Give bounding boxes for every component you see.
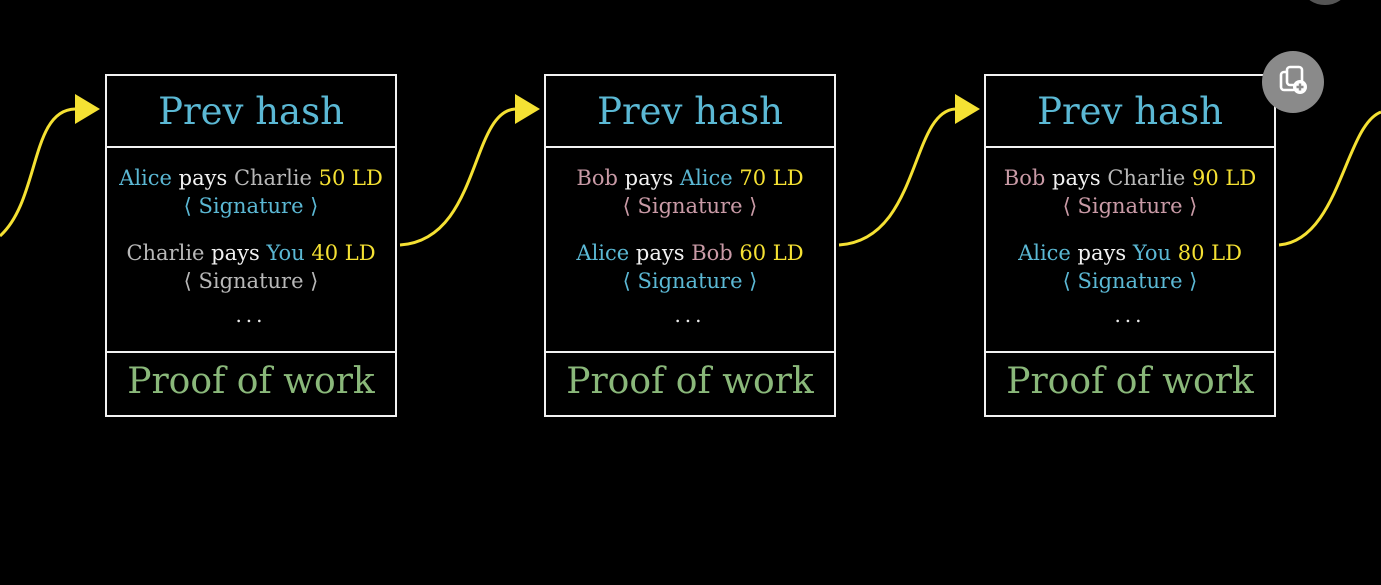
payee-name: Charlie xyxy=(1107,166,1186,190)
proof-of-work-label: Proof of work xyxy=(127,360,375,402)
outgoing-arrow-curve xyxy=(1278,110,1381,247)
ellipsis: ... xyxy=(1114,303,1146,327)
transactions-section: Bob pays Charlie 90 LD ⟨ Signature ⟩ Alice… xyxy=(986,146,1274,353)
ellipsis: ... xyxy=(674,303,706,327)
prev-hash-label: Prev hash xyxy=(986,76,1274,148)
payer-name: Alice xyxy=(576,241,630,265)
proof-of-work-label: Proof of work xyxy=(1006,360,1254,402)
pays-word: pays xyxy=(178,166,228,190)
signature-label: ⟨ Signature ⟩ xyxy=(622,269,758,293)
amount-value: 60 LD xyxy=(739,241,804,265)
signature-label: ⟨ Signature ⟩ xyxy=(183,194,319,218)
arrow-1-curve xyxy=(399,107,516,247)
copy-icon xyxy=(1276,63,1310,101)
payer-name: Bob xyxy=(576,166,618,190)
transactions-section: Alice pays Charlie 50 LD ⟨ Signature ⟩ Cha… xyxy=(107,146,395,353)
amount-value: 70 LD xyxy=(739,166,804,190)
amount-value: 50 LD xyxy=(318,166,383,190)
signature-label: ⟨ Signature ⟩ xyxy=(183,269,319,293)
pays-word: pays xyxy=(1077,241,1127,265)
corner-overlay xyxy=(1305,0,1345,5)
incoming-arrow-curve xyxy=(0,107,76,238)
signature-label: ⟨ Signature ⟩ xyxy=(1062,269,1198,293)
payee-name: You xyxy=(1132,241,1172,265)
pays-word: pays xyxy=(1052,166,1101,190)
transaction-line: Bob pays Charlie 90 LD xyxy=(986,166,1274,190)
transaction-line: Charlie pays You 40 LD xyxy=(107,241,395,265)
payee-name: You xyxy=(266,241,305,265)
block-1: Prev hash Alice pays Charlie 50 LD ⟨ Signa… xyxy=(105,74,397,417)
payee-name: Charlie xyxy=(233,166,312,190)
payer-name: Alice xyxy=(1018,241,1071,265)
transactions-section: Bob pays Alice 70 LD ⟨ Signature ⟩ Alice p… xyxy=(546,146,834,353)
copy-button[interactable] xyxy=(1262,51,1324,113)
arrow-2-curve xyxy=(838,107,956,247)
transaction-line: Alice pays Bob 60 LD xyxy=(546,241,834,265)
ellipsis: ... xyxy=(235,303,267,327)
payee-name: Bob xyxy=(691,241,733,265)
block-2: Prev hash Bob pays Alice 70 LD ⟨ Signature… xyxy=(544,74,836,417)
payee-name: Alice xyxy=(679,166,733,190)
signature-label: ⟨ Signature ⟩ xyxy=(622,194,758,218)
arrow-1-head xyxy=(515,94,540,124)
transaction-line: Alice pays You 80 LD xyxy=(986,241,1274,265)
proof-of-work-label: Proof of work xyxy=(566,360,814,402)
amount-value: 80 LD xyxy=(1177,241,1242,265)
signature-label: ⟨ Signature ⟩ xyxy=(1062,194,1198,218)
transaction-line: Alice pays Charlie 50 LD xyxy=(107,166,395,190)
block-3: Prev hash Bob pays Charlie 90 LD ⟨ Signatu… xyxy=(984,74,1276,417)
prev-hash-label: Prev hash xyxy=(546,76,834,148)
pays-word: pays xyxy=(211,241,260,265)
payer-name: Charlie xyxy=(126,241,205,265)
payer-name: Bob xyxy=(1003,166,1046,190)
amount-value: 90 LD xyxy=(1192,166,1257,190)
prev-hash-label: Prev hash xyxy=(107,76,395,148)
payer-name: Alice xyxy=(119,166,172,190)
incoming-arrow-head xyxy=(75,94,100,124)
pays-word: pays xyxy=(624,166,674,190)
amount-value: 40 LD xyxy=(311,241,376,265)
transaction-line: Bob pays Alice 70 LD xyxy=(546,166,834,190)
pays-word: pays xyxy=(635,241,685,265)
arrow-2-head xyxy=(955,94,980,124)
